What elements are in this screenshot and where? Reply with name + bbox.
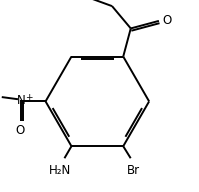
Text: O: O [163, 14, 172, 27]
Text: O: O [15, 124, 24, 137]
Text: O: O [107, 0, 117, 3]
Text: H₂N: H₂N [49, 164, 71, 177]
Text: N: N [16, 94, 25, 107]
Text: Br: Br [127, 164, 140, 177]
Text: +: + [25, 93, 33, 102]
